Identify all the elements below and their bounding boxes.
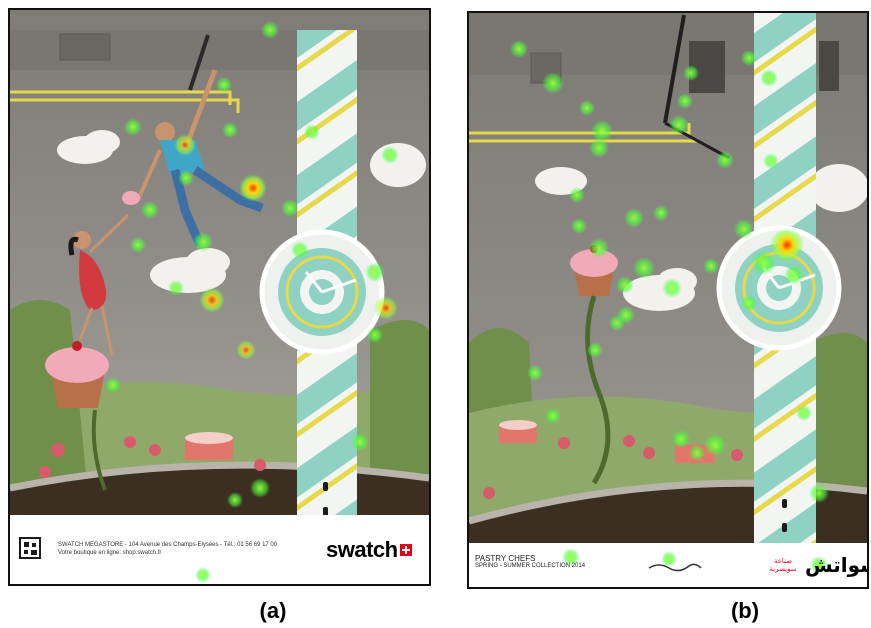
swatch-arabic-logo: سواتش صناعة سويسرية	[765, 553, 867, 577]
collection-title: PASTRY CHEFS	[475, 554, 536, 563]
swatch-arabic-wordmark: سواتش	[805, 553, 867, 577]
store-address-text: SWATCH MEGASTORE - 104 Avenue des Champs…	[58, 542, 278, 548]
panel-a: SWATCH MEGASTORE - 104 Avenue des Champs…	[8, 8, 431, 586]
gaze-heatmap-b	[510, 40, 829, 574]
qr-code	[19, 537, 41, 559]
online-shop-text: Votre boutique en ligne: shop.swatch.fr	[58, 550, 162, 556]
panel-b: PASTRY CHEFS SPRING - SUMMER COLLECTION …	[467, 11, 869, 589]
advert-image-b	[469, 13, 867, 587]
caption-a: (a)	[259, 598, 287, 623]
caption-b: (b)	[730, 598, 760, 623]
swiss-flag-icon	[399, 544, 412, 556]
swatch-wordmark: swatch	[326, 537, 398, 562]
collection-subtitle: SPRING - SUMMER COLLECTION 2014	[475, 563, 586, 570]
gaze-heatmap-a	[105, 21, 399, 583]
swiss-made-arabic-text: صناعة سويسرية	[769, 557, 797, 573]
swatch-logo: swatch	[326, 537, 412, 563]
arabic-calligraphy-mark	[648, 563, 702, 572]
advert-image-a	[10, 10, 429, 584]
